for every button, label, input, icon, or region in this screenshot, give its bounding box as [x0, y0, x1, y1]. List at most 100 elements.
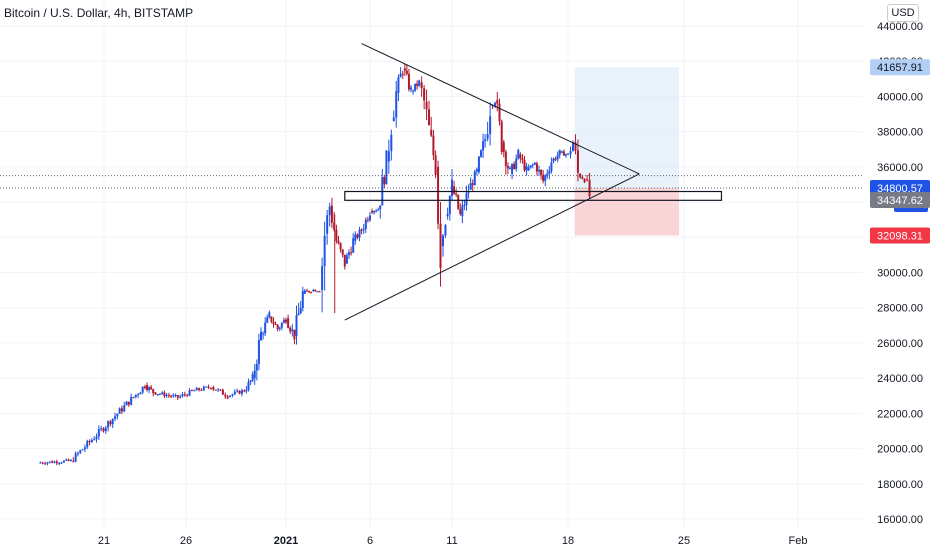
candle-body [414, 84, 416, 91]
candle-body [132, 397, 134, 398]
candle-body [507, 166, 509, 168]
candle-body [482, 141, 484, 150]
candle-body [302, 291, 304, 308]
candle-body [234, 392, 236, 395]
y-tick-label: 44000.00 [877, 21, 923, 33]
candle-body [229, 396, 231, 397]
candle-body [361, 230, 363, 231]
candle-body [56, 462, 58, 464]
chart-area[interactable]: 44000.0042000.0040000.0038000.0036000.00… [0, 0, 932, 550]
candle-body [536, 163, 538, 171]
candle-body [215, 390, 217, 391]
candle-body [461, 206, 463, 217]
candle-body [256, 364, 258, 371]
candle-body [487, 134, 489, 139]
candle-body [291, 330, 293, 332]
candle-body [503, 142, 505, 152]
candle-body [266, 317, 268, 323]
candle-body [319, 291, 321, 292]
price-chart[interactable]: 44000.0042000.0040000.0038000.0036000.00… [0, 0, 932, 550]
candle-body [509, 168, 511, 169]
candle-body [375, 211, 377, 212]
candle-body [397, 77, 399, 93]
candle-body [363, 229, 365, 230]
candle-body [306, 291, 308, 292]
candle-body [404, 68, 406, 70]
candle-body [137, 394, 139, 395]
candle-body [109, 421, 111, 424]
y-tick-label: 26000.00 [877, 338, 923, 350]
candle-body [157, 394, 159, 395]
candle-body [513, 164, 515, 169]
candle-body [447, 214, 449, 216]
x-tick-label: Feb [789, 535, 808, 547]
y-tick-label: 22000.00 [877, 408, 923, 420]
candle-body [212, 387, 214, 390]
candle-body [114, 416, 116, 418]
candle-body [359, 230, 361, 238]
candle-body [352, 238, 354, 252]
candle-body [350, 252, 352, 253]
candle-body [517, 150, 519, 159]
candle-body [262, 333, 264, 334]
candle-body [105, 427, 107, 431]
candle-body [369, 215, 371, 220]
candle-body [346, 255, 348, 264]
candle-body [154, 392, 156, 394]
x-tick-label: 25 [678, 535, 690, 547]
candle-body [340, 243, 342, 249]
candle-body [224, 395, 226, 397]
price-tag-label: 41657.91 [877, 62, 923, 74]
candle-body [338, 241, 340, 243]
candle-body [457, 195, 459, 209]
candle-body [128, 402, 130, 405]
candle-body [406, 71, 408, 74]
candle-body [189, 390, 191, 396]
candle-body [501, 121, 503, 152]
candle-body [532, 165, 534, 166]
candle-body [250, 381, 252, 382]
candle-body [130, 397, 132, 405]
candle-body [179, 396, 181, 397]
candle-body [317, 291, 319, 292]
candle-body [459, 209, 461, 214]
candle-body [191, 390, 193, 391]
candle-body [283, 320, 285, 323]
y-tick-label: 16000.00 [877, 514, 923, 526]
candle-body [208, 387, 210, 388]
candle-body [584, 179, 586, 182]
candle-body [252, 374, 254, 380]
candle-body [86, 441, 88, 447]
candle-body [248, 382, 250, 390]
candle-body [437, 167, 439, 224]
candle-body [277, 325, 279, 329]
candle-body [84, 447, 86, 449]
candle-body [227, 397, 229, 399]
candle-body [308, 291, 310, 292]
candle-body [428, 109, 430, 125]
candle-body [152, 389, 154, 393]
candle-body [474, 171, 476, 185]
candle-body [538, 170, 540, 172]
candle-body [116, 414, 118, 416]
candle-body [559, 150, 561, 155]
candle-body [569, 151, 571, 154]
candle-body [168, 395, 170, 396]
candle-body [177, 395, 179, 398]
candle-body [572, 142, 574, 151]
candle-body [379, 205, 381, 209]
candle-body [451, 180, 453, 196]
currency-button[interactable]: USD [887, 4, 919, 22]
candle-body [540, 170, 542, 175]
candle-body [186, 395, 188, 396]
candle-body [463, 205, 465, 206]
candle-body [329, 207, 331, 216]
candle-body [217, 389, 219, 390]
candle-body [146, 385, 148, 390]
candle-body [348, 252, 350, 255]
candle-body [304, 291, 306, 294]
candle-body [170, 396, 172, 397]
candle-body [112, 419, 114, 424]
candle-body [489, 116, 491, 134]
candle-body [77, 453, 79, 454]
